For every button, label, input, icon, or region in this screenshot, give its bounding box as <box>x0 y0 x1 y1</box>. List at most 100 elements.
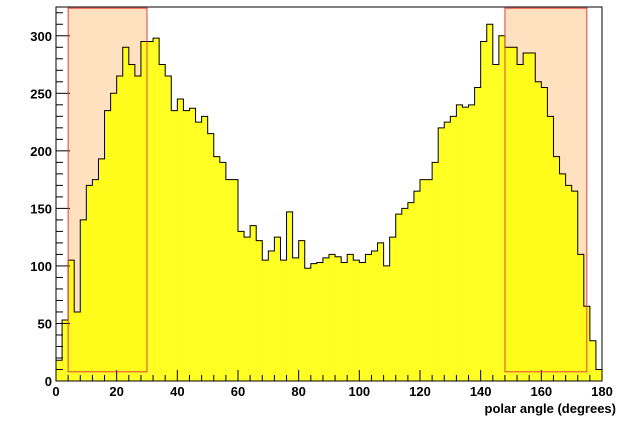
y-tick-label: 250 <box>30 86 52 101</box>
bar <box>262 260 269 381</box>
bar <box>74 311 81 381</box>
y-tick-label: 300 <box>30 29 52 44</box>
bar <box>298 240 306 381</box>
bar <box>122 47 130 382</box>
x-tick-label: 140 <box>470 384 492 399</box>
bar <box>426 179 433 381</box>
bar <box>523 53 530 382</box>
y-axis: 0 50 100 150 200 250 300 <box>30 12 70 389</box>
bar <box>565 185 573 381</box>
bar <box>86 185 93 381</box>
x-axis-title: polar angle (degrees) <box>485 401 616 416</box>
x-tick-label: 180 <box>591 384 613 399</box>
bar <box>159 64 166 382</box>
bar <box>177 99 184 382</box>
x-axis: 0 20 40 60 80 100 120 140 160 180 <box>52 370 613 399</box>
bar <box>304 268 312 381</box>
bar <box>286 211 294 381</box>
bar <box>492 64 500 382</box>
bar <box>468 104 476 382</box>
bar <box>329 254 336 381</box>
bar <box>238 231 245 381</box>
bar <box>268 250 275 381</box>
bar <box>62 320 69 381</box>
bar <box>413 191 421 381</box>
bar <box>274 237 281 381</box>
bar <box>213 156 221 381</box>
y-tick-label: 150 <box>30 201 52 216</box>
bar <box>504 47 512 382</box>
bar <box>595 369 603 381</box>
bar <box>371 250 379 381</box>
bar <box>292 257 300 381</box>
bar <box>377 242 385 381</box>
histogram-bars <box>56 24 603 382</box>
bar <box>250 225 257 381</box>
x-tick-label: 80 <box>291 384 305 399</box>
x-tick-label: 20 <box>109 384 123 399</box>
bar <box>244 237 251 381</box>
bar <box>68 260 75 381</box>
bar <box>486 24 494 382</box>
bar <box>511 47 518 382</box>
bar <box>577 254 585 381</box>
bar <box>207 133 215 381</box>
bar <box>474 87 482 382</box>
highlight-region-border-2 <box>504 7 588 373</box>
y-tick-label: 200 <box>30 144 52 159</box>
bar <box>559 173 567 381</box>
y-tick-label: 0 <box>45 374 52 389</box>
bar <box>104 110 112 382</box>
bar <box>80 219 87 381</box>
x-tick-label: 120 <box>409 384 431 399</box>
bar <box>365 254 372 381</box>
bar <box>147 41 154 382</box>
x-tick-label: 0 <box>52 384 59 399</box>
bar <box>553 156 561 381</box>
bar <box>347 254 354 381</box>
bar <box>589 340 597 381</box>
x-tick-label: 40 <box>170 384 184 399</box>
bar <box>571 191 579 381</box>
bar <box>383 265 391 381</box>
bar <box>444 122 451 382</box>
highlight-region-border-1 <box>67 7 148 373</box>
bar <box>517 64 524 382</box>
bar <box>438 127 445 381</box>
bar <box>110 93 118 382</box>
bar <box>92 179 99 381</box>
bar <box>529 53 536 382</box>
x-tick-label: 160 <box>530 384 552 399</box>
bar <box>134 76 142 382</box>
bar <box>256 240 263 381</box>
bar <box>201 116 209 382</box>
plot-frame <box>55 6 603 382</box>
bar <box>480 41 488 382</box>
bar <box>547 116 554 382</box>
bar <box>498 35 506 382</box>
histogram-outline <box>55 23 603 381</box>
bar <box>535 81 542 382</box>
bar <box>195 122 203 382</box>
bar <box>128 64 136 382</box>
bar <box>450 116 457 382</box>
bar <box>420 179 427 381</box>
bar <box>153 38 160 381</box>
bar <box>335 256 342 381</box>
bar <box>219 162 227 381</box>
bar <box>401 208 409 381</box>
bar <box>165 76 172 382</box>
bar <box>231 179 239 381</box>
bar <box>98 158 106 381</box>
bar <box>462 107 470 382</box>
x-tick-label: 100 <box>348 384 370 399</box>
bar <box>225 179 233 381</box>
bar <box>316 262 324 381</box>
bar <box>456 104 463 382</box>
bar <box>189 108 197 381</box>
bar <box>280 260 288 381</box>
x-tick-label: 60 <box>231 384 245 399</box>
bar <box>56 360 63 381</box>
bar <box>541 87 548 382</box>
bar <box>341 262 348 381</box>
